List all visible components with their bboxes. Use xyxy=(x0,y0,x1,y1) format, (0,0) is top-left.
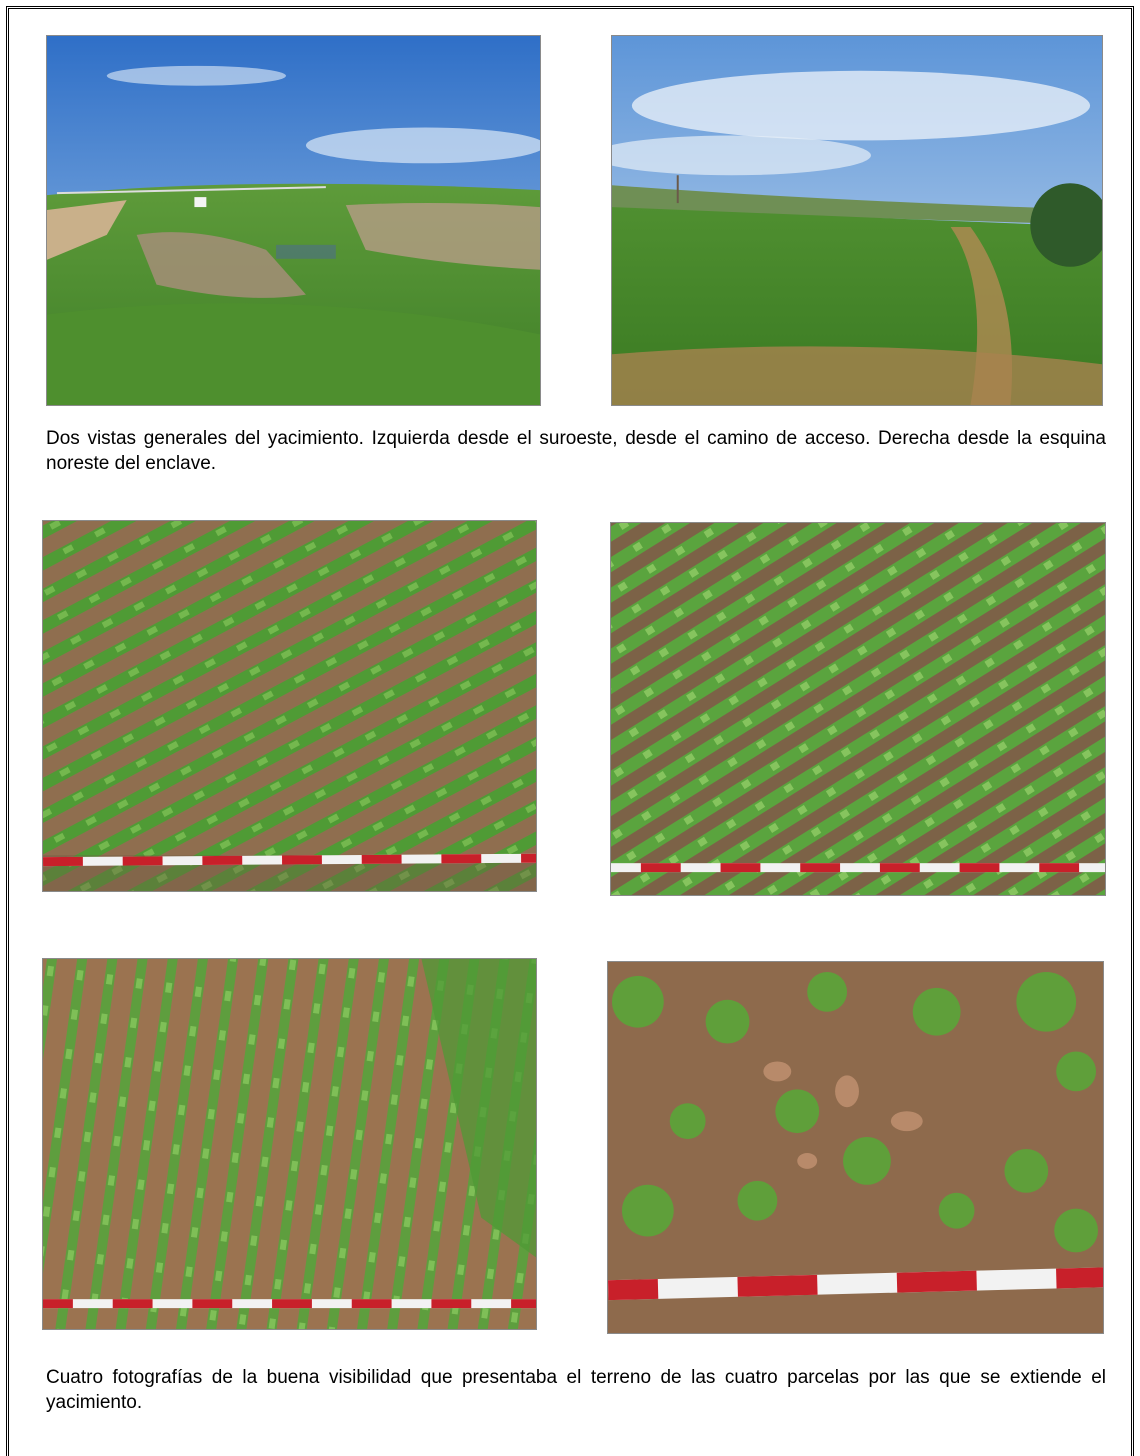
page-frame xyxy=(6,6,1134,1456)
photo-ground-visibility-3 xyxy=(42,958,537,1330)
caption-general-views: Dos vistas generales del yacimiento. Izq… xyxy=(46,428,1106,474)
caption-ground-visibility: Cuatro fotografías de la buena visibilid… xyxy=(46,1367,1106,1413)
photo-site-view-southwest xyxy=(46,35,541,406)
photo-ground-visibility-2 xyxy=(610,522,1106,896)
photo-ground-visibility-4 xyxy=(607,961,1104,1334)
photo-ground-visibility-1 xyxy=(42,520,537,892)
photo-site-view-northeast xyxy=(611,35,1103,406)
